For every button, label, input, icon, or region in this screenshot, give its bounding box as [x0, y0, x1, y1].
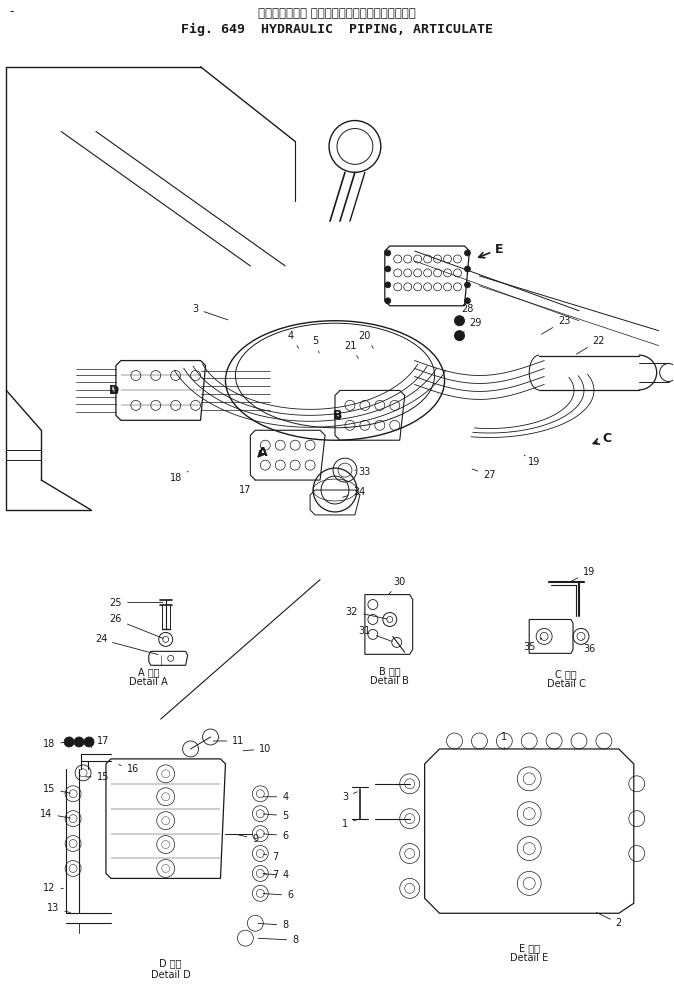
Circle shape	[385, 298, 391, 304]
Text: 22: 22	[576, 336, 605, 354]
Circle shape	[454, 316, 464, 326]
Text: 12: 12	[43, 883, 63, 893]
Circle shape	[464, 282, 470, 288]
Circle shape	[464, 298, 470, 304]
Text: A: A	[257, 446, 267, 458]
Text: 3: 3	[342, 792, 357, 802]
Text: 6: 6	[263, 831, 288, 841]
Text: ハイドロリック パイピング，アーティキュレート: ハイドロリック パイピング，アーティキュレート	[258, 8, 416, 21]
Text: D 詳細: D 詳細	[160, 958, 182, 968]
Text: 13: 13	[47, 903, 70, 914]
Text: 7: 7	[263, 870, 278, 880]
Text: 36: 36	[582, 639, 595, 654]
Text: 3: 3	[193, 304, 228, 320]
Text: 34: 34	[342, 487, 366, 497]
Text: D: D	[109, 384, 119, 397]
Text: 1: 1	[342, 819, 357, 829]
Text: 18: 18	[170, 471, 188, 483]
Text: 5: 5	[263, 811, 288, 821]
Text: E: E	[479, 243, 503, 257]
Text: 6: 6	[263, 890, 293, 900]
Text: Detail D: Detail D	[151, 970, 191, 980]
Text: 25: 25	[110, 598, 163, 608]
Text: 28: 28	[460, 304, 474, 321]
Circle shape	[464, 250, 470, 256]
Text: 11: 11	[213, 736, 245, 746]
Text: 18: 18	[43, 739, 66, 749]
Text: 15: 15	[43, 784, 70, 794]
Text: 35: 35	[523, 639, 542, 652]
Text: 7: 7	[263, 851, 278, 861]
Text: 30: 30	[389, 576, 406, 594]
Text: Detail A: Detail A	[129, 677, 168, 687]
Text: 29: 29	[462, 318, 482, 334]
Text: C: C	[593, 432, 611, 445]
Circle shape	[385, 266, 391, 272]
Circle shape	[454, 331, 464, 341]
Text: Detail E: Detail E	[510, 953, 549, 963]
Circle shape	[74, 737, 84, 747]
Text: 31: 31	[359, 627, 392, 642]
Text: 20: 20	[359, 331, 373, 348]
Text: 4: 4	[263, 870, 288, 880]
Text: 33: 33	[355, 467, 371, 477]
Text: 17: 17	[239, 480, 255, 495]
Text: 8: 8	[258, 921, 288, 931]
Text: 14: 14	[40, 809, 70, 819]
Text: 21: 21	[344, 341, 359, 358]
Text: 15: 15	[86, 772, 109, 782]
Text: 4: 4	[287, 331, 299, 348]
Text: 27: 27	[472, 469, 495, 480]
Text: 17: 17	[92, 736, 109, 747]
Text: B: B	[333, 409, 343, 422]
Circle shape	[385, 282, 391, 288]
Text: 8: 8	[258, 936, 298, 945]
Text: 26: 26	[110, 615, 163, 639]
Circle shape	[464, 266, 470, 272]
Text: Detail B: Detail B	[370, 676, 409, 686]
Text: -: -	[9, 6, 14, 19]
Circle shape	[64, 737, 74, 747]
Text: 2: 2	[596, 913, 622, 929]
Text: 1: 1	[501, 732, 508, 749]
Text: 16: 16	[119, 764, 139, 774]
Text: 10: 10	[243, 743, 272, 754]
Text: 5: 5	[312, 336, 319, 353]
Text: B 詳細: B 詳細	[379, 666, 400, 676]
Text: C 詳細: C 詳細	[555, 669, 577, 679]
Circle shape	[84, 737, 94, 747]
Text: 9: 9	[235, 834, 258, 843]
Circle shape	[385, 250, 391, 256]
Text: Detail C: Detail C	[547, 679, 586, 689]
Text: 4: 4	[263, 792, 288, 802]
Text: E 詳細: E 詳細	[519, 943, 540, 953]
Text: 24: 24	[95, 635, 158, 654]
Text: 32: 32	[346, 607, 387, 619]
Text: 19: 19	[570, 566, 595, 582]
Text: 23: 23	[541, 316, 570, 335]
Text: A 詳細: A 詳細	[138, 667, 160, 677]
Text: 19: 19	[524, 455, 541, 467]
Text: Fig. 649  HYDRAULIC  PIPING, ARTICULATE: Fig. 649 HYDRAULIC PIPING, ARTICULATE	[181, 24, 493, 37]
